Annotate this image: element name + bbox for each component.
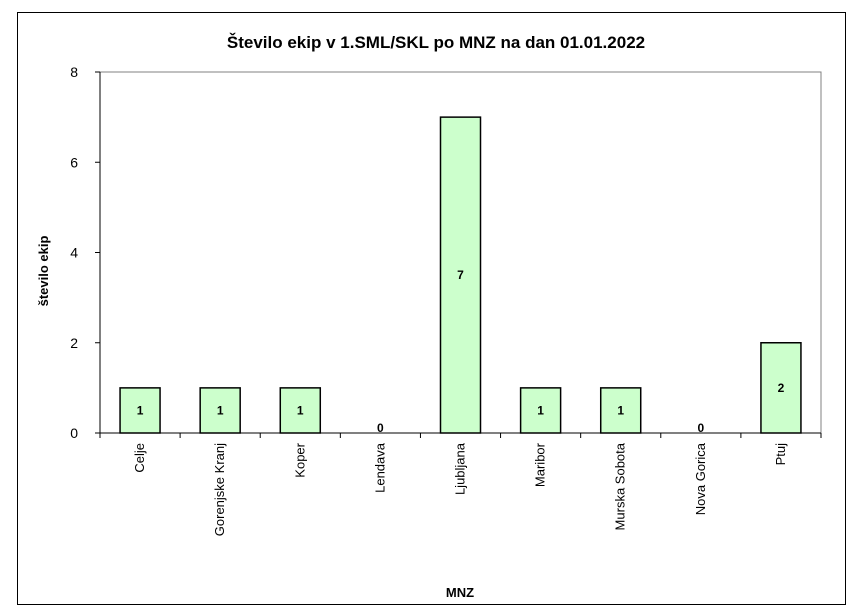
y-tick-label: 2 (70, 335, 78, 351)
y-tick-label: 0 (70, 425, 78, 441)
category-label: Ptuj (773, 443, 788, 466)
data-label: 1 (137, 403, 144, 417)
category-label: Ljubljana (453, 442, 468, 495)
category-label: Lendava (372, 442, 387, 493)
plot-area: 0 2 4 6 8 1 Celje 1 Gorenjske Kranj 1 Koper 0 Lendav… (70, 64, 822, 536)
category-label: Nova Gorica (693, 442, 708, 515)
data-label: 1 (297, 403, 304, 417)
category-label: Koper (292, 442, 307, 477)
bar (119, 387, 161, 434)
data-label: 7 (457, 268, 464, 282)
bar (599, 387, 642, 434)
bar (760, 342, 802, 434)
y-tick-label: 6 (70, 154, 78, 170)
data-label: 0 (697, 421, 704, 435)
bar (519, 387, 562, 434)
bar (199, 387, 241, 434)
y-axis-title: število ekip (36, 236, 51, 307)
x-axis-title: MNZ (446, 585, 474, 600)
category-label: Murska Sobota (613, 442, 628, 530)
data-label: 0 (377, 421, 384, 435)
bar (279, 387, 322, 434)
y-tick-label: 8 (70, 64, 78, 80)
chart-frame (17, 12, 846, 605)
data-label: 1 (217, 403, 224, 417)
category-label: Celje (132, 443, 147, 473)
data-label: 2 (778, 381, 785, 395)
y-tick-label: 4 (70, 245, 78, 261)
chart-title: Število ekip v 1.SML/SKL po MNZ na dan 0… (227, 33, 645, 52)
data-label: 1 (617, 403, 624, 417)
bar (439, 116, 482, 434)
category-label: Maribor (533, 442, 548, 487)
data-label: 1 (537, 403, 544, 417)
category-label: Gorenjske Kranj (212, 443, 227, 536)
